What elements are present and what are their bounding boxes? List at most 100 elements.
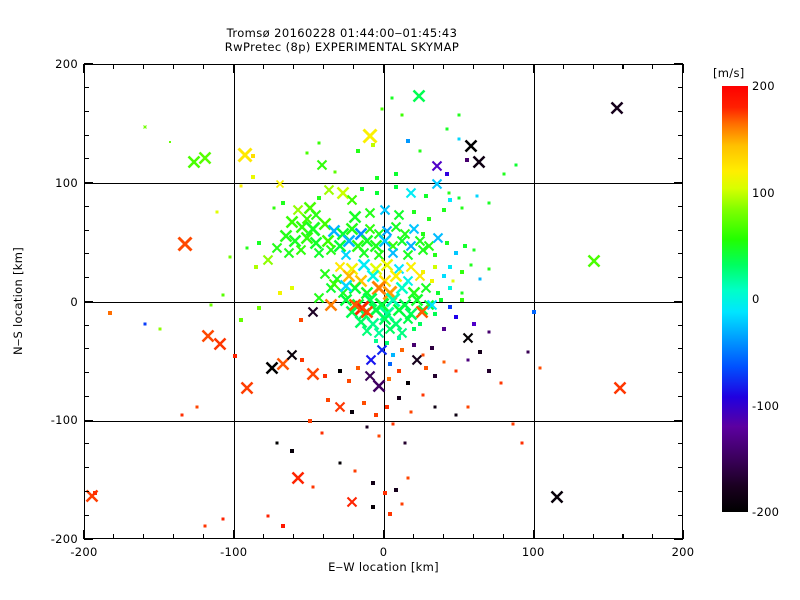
data-point <box>283 247 294 258</box>
data-point <box>345 222 358 236</box>
data-point <box>292 204 303 216</box>
data-point <box>262 254 273 265</box>
x-tick-top <box>113 64 115 69</box>
y-tick-label: 200 <box>55 57 78 71</box>
data-point <box>348 281 361 295</box>
data-point <box>317 141 321 145</box>
data-point <box>399 298 412 312</box>
data-point <box>354 315 367 328</box>
data-point <box>448 264 453 269</box>
data-point <box>364 223 375 235</box>
data-point <box>460 291 464 295</box>
x-tick-top <box>532 64 534 73</box>
y-tick-left <box>84 205 89 207</box>
data-point <box>442 326 447 331</box>
x-tick-bottom <box>83 530 85 539</box>
x-tick-bottom <box>502 534 504 539</box>
data-point <box>240 381 254 395</box>
data-point <box>424 193 429 198</box>
data-point <box>253 264 258 269</box>
data-point <box>411 293 424 307</box>
data-point <box>316 196 321 200</box>
data-point <box>511 422 515 426</box>
y-tick-right <box>674 182 683 184</box>
data-point <box>195 405 199 409</box>
data-point <box>311 485 315 489</box>
data-point <box>325 283 336 294</box>
x-tick-label: -100 <box>220 545 248 559</box>
data-point <box>431 160 443 172</box>
data-point <box>198 151 212 165</box>
title-line-2: RwPretec (8p) EXPERIMENTAL SKYMAP <box>224 39 460 54</box>
data-point <box>460 206 464 209</box>
data-point <box>394 185 399 190</box>
data-point <box>424 240 435 251</box>
data-point <box>377 434 380 437</box>
x-tick-bottom <box>652 534 654 539</box>
data-point <box>342 269 355 283</box>
data-point <box>266 514 270 518</box>
x-tick-top <box>293 64 295 69</box>
y-tick-label: 0 <box>70 294 78 309</box>
x-tick-top <box>472 64 474 69</box>
x-tick-label: 0 <box>379 545 388 559</box>
data-point <box>245 246 249 250</box>
data-point <box>436 291 441 295</box>
data-point <box>338 461 342 465</box>
title-line-1: Tromsø 20160228 01:44:00‒01:45:43 <box>226 26 458 40</box>
data-point <box>385 340 390 345</box>
data-point <box>457 196 461 200</box>
y-tick-right <box>674 63 683 65</box>
data-point <box>288 234 302 248</box>
data-point <box>345 262 358 276</box>
data-point <box>400 113 404 117</box>
data-point <box>412 326 417 331</box>
data-point <box>412 343 417 348</box>
data-point <box>502 172 506 176</box>
data-point <box>463 332 474 344</box>
data-point <box>323 184 335 195</box>
data-point <box>409 223 420 235</box>
data-point <box>291 471 305 485</box>
data-point <box>337 287 348 299</box>
y-tick-right <box>678 110 683 112</box>
data-point <box>379 306 396 322</box>
y-tick-left <box>84 419 93 421</box>
data-point <box>393 303 406 317</box>
data-point <box>300 357 305 362</box>
data-point <box>209 303 213 307</box>
data-point <box>400 502 404 506</box>
data-point <box>348 298 361 312</box>
data-point <box>340 249 351 261</box>
data-point <box>487 267 491 271</box>
data-point <box>394 172 399 177</box>
data-point <box>421 283 432 294</box>
data-point <box>430 279 435 284</box>
data-point <box>369 239 382 252</box>
data-point <box>342 234 355 248</box>
y-tick-left <box>84 372 89 374</box>
data-point <box>203 524 207 528</box>
y-tick-right <box>678 134 683 136</box>
y-tick-right <box>678 229 683 231</box>
data-point <box>295 220 309 233</box>
x-tick-bottom <box>532 530 534 539</box>
data-point <box>271 242 282 254</box>
data-point <box>333 239 346 252</box>
data-point <box>385 323 396 334</box>
x-tick-bottom <box>113 534 115 539</box>
data-point <box>385 292 402 308</box>
x-axis-title: E‒W location [km] <box>328 560 439 574</box>
y-tick-left <box>84 277 89 279</box>
data-point <box>250 154 255 159</box>
data-point <box>348 210 361 224</box>
data-point <box>412 89 426 103</box>
data-point <box>373 297 390 313</box>
data-point <box>358 247 369 258</box>
x-tick-label: 100 <box>521 545 545 559</box>
data-point <box>289 286 294 291</box>
y-tick-left <box>84 538 93 540</box>
data-point <box>339 279 352 293</box>
data-point <box>400 348 405 352</box>
data-point <box>309 236 323 250</box>
